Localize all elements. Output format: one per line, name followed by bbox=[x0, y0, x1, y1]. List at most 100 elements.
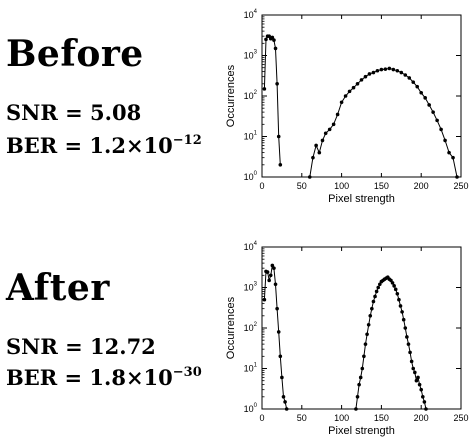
after-series-1-point bbox=[405, 335, 409, 339]
before-series-1-point bbox=[443, 138, 447, 143]
before-series-1-point bbox=[419, 90, 424, 95]
after-series-1-point bbox=[368, 314, 373, 318]
after-series-1-point bbox=[401, 317, 406, 322]
after-series-1-point bbox=[419, 387, 424, 392]
after-series-0-point bbox=[280, 375, 284, 380]
after-heading: After bbox=[6, 267, 110, 309]
before-x-tick-label: 100 bbox=[334, 181, 349, 191]
after-series-0-point bbox=[275, 306, 279, 311]
before-y-tick-label: 103 bbox=[244, 50, 258, 61]
after-series-0-point bbox=[281, 395, 286, 399]
before-x-tick-label: 50 bbox=[297, 181, 307, 191]
after-series-1-point bbox=[392, 284, 396, 288]
after-series-1-point bbox=[371, 299, 376, 304]
before-series-1-point bbox=[387, 66, 392, 71]
after-series-0-line bbox=[263, 264, 288, 410]
after-series-1-point bbox=[355, 395, 360, 399]
after-series-1-point bbox=[363, 342, 368, 346]
before-y-tick-label: 104 bbox=[244, 9, 258, 20]
after-series-1-point bbox=[411, 366, 416, 371]
before-series-1-point bbox=[359, 78, 364, 82]
before-x-tick-label: 150 bbox=[374, 181, 389, 191]
after-series-1-point bbox=[357, 382, 361, 387]
before-series-1-point bbox=[367, 72, 372, 76]
after-series-1-point bbox=[422, 400, 427, 404]
before-series-1-point bbox=[331, 122, 336, 127]
after-y-axis-label: Occurrences bbox=[225, 296, 237, 359]
after-series-1-point bbox=[420, 395, 425, 399]
before-series-1-point bbox=[435, 118, 439, 123]
after-series-1-point bbox=[424, 407, 428, 411]
after-series-1-point bbox=[406, 342, 411, 346]
after-series-1-point bbox=[395, 291, 400, 296]
before-series-1-point bbox=[395, 68, 400, 73]
after-y-tick-label: 103 bbox=[244, 282, 258, 293]
before-x-tick-label: 0 bbox=[259, 181, 264, 191]
before-series-1-point bbox=[311, 155, 315, 160]
before-series-1-point bbox=[355, 82, 360, 86]
after-series-1-point bbox=[416, 375, 420, 380]
before-series-0-point bbox=[275, 82, 279, 86]
before-snr: SNR = 5.08 bbox=[6, 100, 142, 125]
before-y-tick-label: 101 bbox=[244, 131, 258, 142]
after-x-tick-label: 250 bbox=[453, 413, 468, 423]
before-series-1-point bbox=[447, 150, 451, 155]
before-series-1-point bbox=[320, 138, 325, 143]
after-series-0-point bbox=[270, 263, 275, 268]
before-series-1-point bbox=[335, 112, 340, 117]
after-series-1-point bbox=[403, 326, 408, 330]
after-series-1-point bbox=[360, 366, 365, 371]
after-y-tick-label: 100 bbox=[244, 403, 258, 414]
before-series-1-point bbox=[317, 150, 322, 155]
before-series-1-point bbox=[403, 73, 408, 77]
before-x-tick-label: 250 bbox=[453, 181, 468, 191]
after-y-tick-label: 104 bbox=[244, 241, 258, 252]
before-series-1-point bbox=[339, 100, 344, 105]
before-series-1-point bbox=[423, 96, 427, 100]
before-series-1-point bbox=[399, 70, 404, 75]
after-x-axis-label: Pixel strength bbox=[328, 425, 395, 437]
before-series-1-point bbox=[407, 76, 412, 80]
after-series-0-point bbox=[267, 278, 271, 283]
before-series-1-point bbox=[375, 68, 380, 73]
after-x-tick-label: 150 bbox=[374, 413, 389, 423]
before-series-1-point bbox=[439, 127, 443, 132]
before-series-1-point bbox=[314, 143, 318, 148]
after-series-1-point bbox=[378, 282, 382, 287]
before-series-1-point bbox=[383, 67, 388, 71]
before-series-1-point bbox=[391, 67, 396, 72]
before-series-1-point bbox=[343, 94, 348, 98]
before-series-1-point bbox=[307, 175, 312, 179]
before-x-axis-label: Pixel strength bbox=[328, 193, 395, 205]
before-series-1-point bbox=[327, 127, 332, 132]
after-series-1-point bbox=[393, 287, 398, 292]
before-y-tick-label: 102 bbox=[244, 90, 258, 101]
before-series-0-point bbox=[272, 38, 276, 42]
after-x-tick-label: 200 bbox=[414, 413, 429, 423]
after-series-1-point bbox=[376, 285, 381, 290]
after-series-1-point bbox=[354, 407, 358, 411]
before-series-0-point bbox=[273, 46, 278, 51]
before-ber-exponent: −12 bbox=[172, 133, 202, 148]
before-series-1-point bbox=[351, 85, 356, 90]
before-series-0-point bbox=[270, 35, 275, 40]
after-series-1-point bbox=[417, 382, 422, 387]
before-series-0-point bbox=[276, 134, 281, 139]
before-series-0-point bbox=[278, 163, 283, 167]
after-series-1-point bbox=[390, 281, 395, 285]
before-y-tick-label: 100 bbox=[244, 171, 258, 182]
after-series-1-point bbox=[413, 370, 417, 375]
after-series-0-point bbox=[276, 330, 281, 334]
after-series-1-point bbox=[365, 332, 369, 337]
after-x-tick-label: 100 bbox=[334, 413, 349, 423]
after-series-0-point bbox=[262, 297, 267, 302]
after-series-0-point bbox=[283, 400, 287, 404]
before-series-1-point bbox=[415, 84, 420, 89]
after-series-1-point bbox=[374, 289, 379, 294]
after-ber-exponent: −30 bbox=[172, 365, 202, 380]
after-y-tick-label: 101 bbox=[244, 363, 258, 374]
after-series-1-point bbox=[408, 350, 412, 355]
after-series-1-point bbox=[414, 378, 419, 383]
before-heading: Before bbox=[6, 33, 144, 75]
